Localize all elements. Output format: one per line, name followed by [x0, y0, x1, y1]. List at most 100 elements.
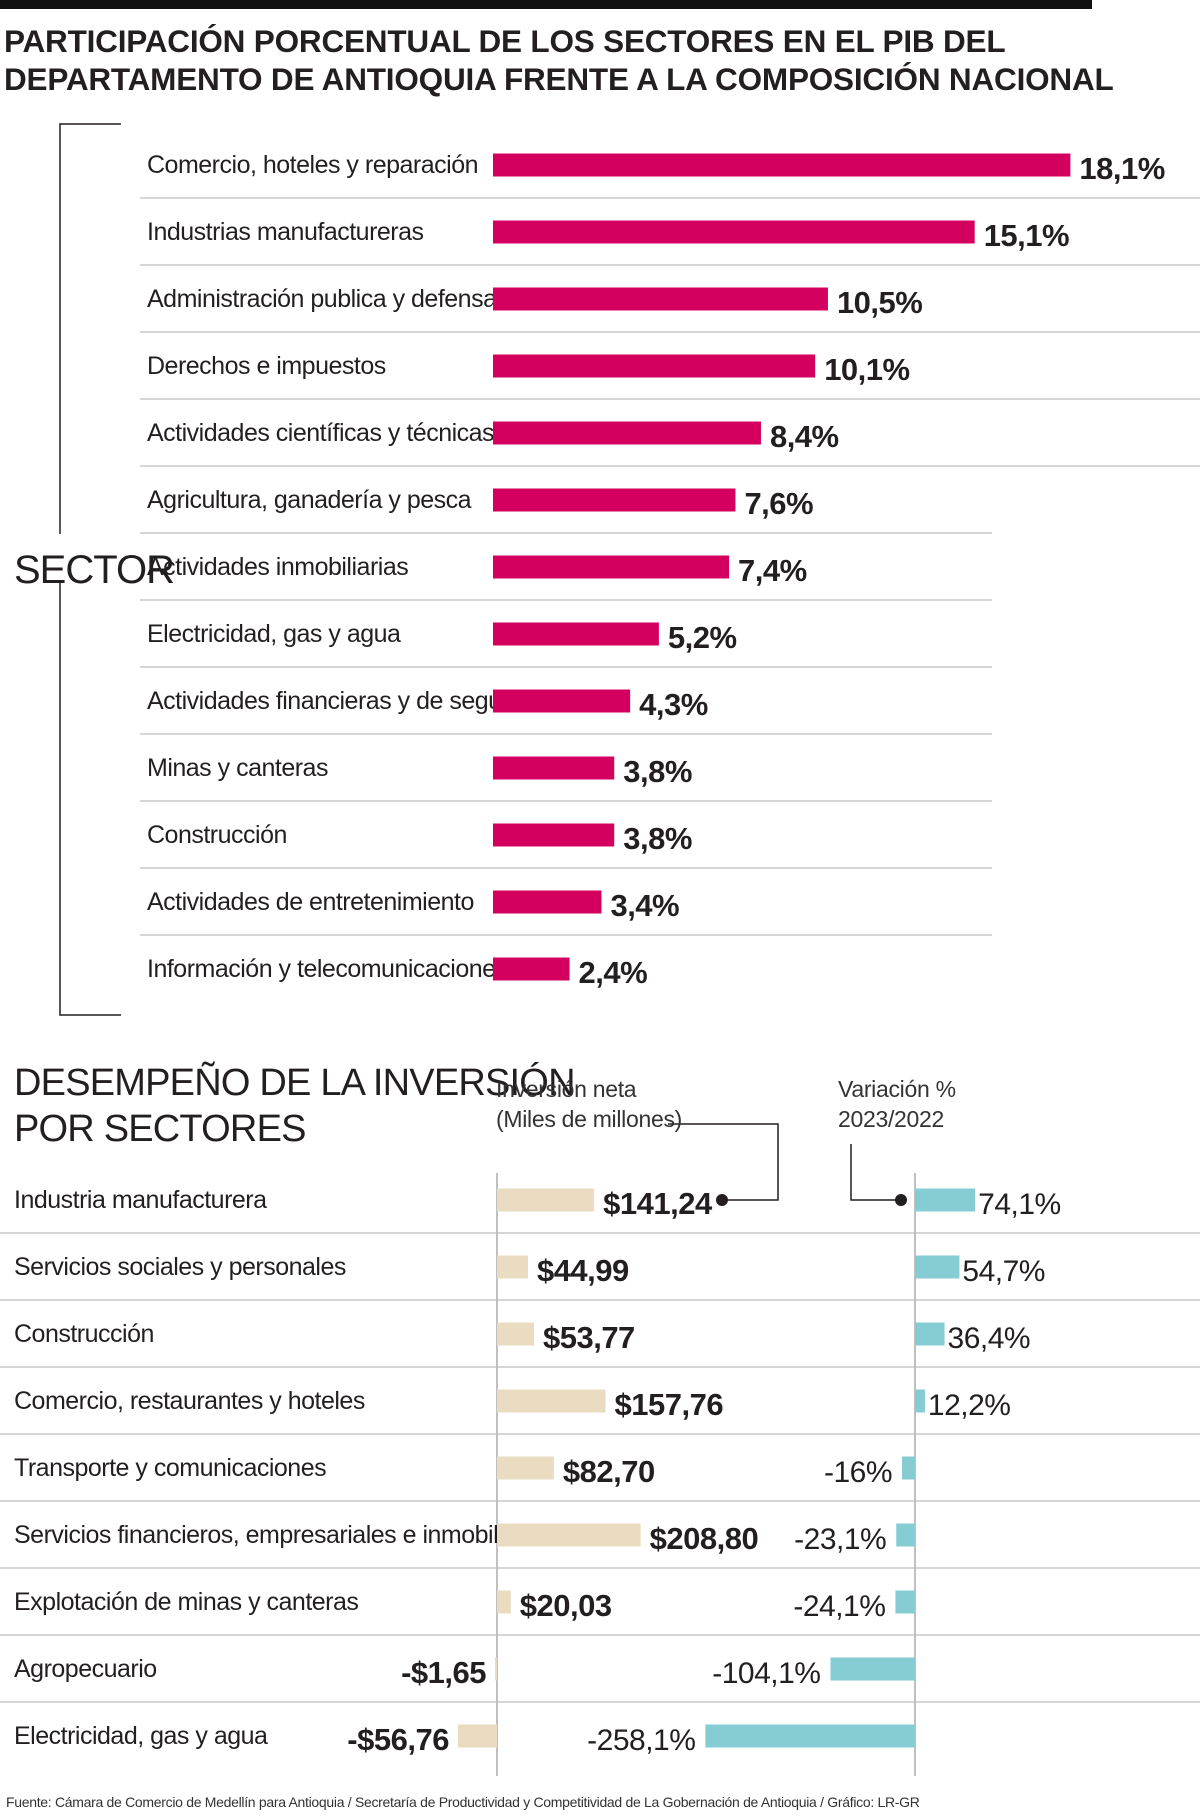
net-investment-bar	[495, 1657, 497, 1681]
pib-bar	[493, 957, 570, 981]
variation-value-label: 74,1%	[978, 1188, 1061, 1221]
variation-value-label: -23,1%	[794, 1523, 886, 1556]
net-investment-bar	[497, 1523, 641, 1547]
pib-value-label: 18,1%	[1079, 151, 1164, 186]
variation-value-label: 54,7%	[962, 1255, 1045, 1288]
pib-value-label: 2,4%	[579, 955, 648, 990]
pib-value-label: 7,6%	[744, 486, 813, 521]
investment-chart: Industria manufacturera $141,24 74,1% Servi…	[0, 1123, 1200, 1776]
variation-value-label: -104,1%	[712, 1657, 820, 1690]
pib-value-label: 5,2%	[668, 620, 737, 655]
investment-category-label: Industria manufacturera	[14, 1186, 267, 1214]
investment-category-label: Agropecuario	[14, 1655, 157, 1683]
net-investment-value-label: -$56,76	[347, 1722, 449, 1757]
net-investment-bar	[457, 1724, 497, 1748]
net-investment-bar	[497, 1188, 595, 1212]
investment-category-label: Electricidad, gas y agua	[14, 1722, 268, 1750]
investment-title-line2: POR SECTORES	[14, 1108, 306, 1150]
pib-category-label: Información y telecomunicaciones	[147, 955, 508, 983]
pib-bar	[493, 823, 615, 847]
pib-bar	[493, 354, 816, 378]
sector-bracket-top	[59, 123, 121, 534]
pib-category-label: Actividades financieras y de seguros	[147, 687, 535, 715]
net-investment-value-label: $208,80	[650, 1521, 759, 1556]
net-investment-bar	[497, 1590, 511, 1614]
net-investment-header-line2: (Miles de millones)	[496, 1106, 683, 1132]
chart-title-line1: PARTICIPACIÓN PORCENTUAL DE LOS SECTORES…	[4, 23, 1006, 59]
variation-bar	[902, 1456, 915, 1480]
pib-value-label: 4,3%	[639, 687, 708, 722]
pib-bar	[493, 287, 828, 311]
pib-bar	[493, 421, 761, 445]
chart-title: PARTICIPACIÓN PORCENTUAL DE LOS SECTORES…	[4, 22, 1154, 98]
investment-category-label: Transporte y comunicaciones	[14, 1454, 326, 1482]
investment-category-label: Servicios sociales y personales	[14, 1253, 346, 1281]
pib-category-label: Administración publica y defensa	[147, 285, 497, 313]
variation-bar	[830, 1657, 915, 1681]
variation-bar	[915, 1255, 960, 1279]
pib-value-label: 3,8%	[623, 821, 692, 856]
pib-bar	[493, 756, 615, 780]
net-investment-bar	[497, 1255, 528, 1279]
pib-category-label: Actividades científicas y técnicas	[147, 419, 494, 447]
variation-header-line2: 2023/2022	[838, 1106, 945, 1132]
pib-bar	[493, 622, 659, 646]
top-rule	[0, 0, 1092, 9]
pib-value-label: 10,1%	[824, 352, 909, 387]
variation-bar	[896, 1523, 915, 1547]
sector-bracket	[59, 123, 121, 1016]
pib-value-label: 15,1%	[984, 218, 1069, 253]
variation-value-label: 12,2%	[928, 1389, 1011, 1422]
pib-bar	[493, 555, 730, 579]
investment-category-label: Explotación de minas y canteras	[14, 1588, 358, 1616]
variation-bar	[915, 1322, 945, 1346]
sector-axis-label: SECTOR	[14, 548, 175, 592]
pib-bar	[493, 153, 1071, 177]
net-investment-value-label: $82,70	[563, 1454, 655, 1489]
net-investment-bar	[497, 1456, 554, 1480]
net-investment-bar	[497, 1389, 606, 1413]
investment-category-label: Construcción	[14, 1320, 154, 1348]
variation-header: Variación % 2023/2022	[838, 1074, 956, 1134]
pib-category-label: Comercio, hoteles y reparación	[147, 151, 478, 179]
net-header-connector	[668, 1123, 779, 1201]
variation-header-connector	[850, 1144, 901, 1201]
variation-value-label: -16%	[824, 1456, 892, 1489]
pib-value-label: 3,4%	[610, 888, 679, 923]
net-investment-value-label: $53,77	[543, 1320, 635, 1355]
pib-category-label: Construcción	[147, 821, 287, 849]
net-investment-value-label: $157,76	[615, 1387, 724, 1422]
net-investment-value-label: -$1,65	[401, 1655, 486, 1690]
net-investment-value-label: $141,24	[603, 1186, 713, 1221]
pib-bar-chart: Comercio, hoteles y reparación 18,1% Indus…	[140, 151, 1200, 990]
pib-value-label: 10,5%	[837, 285, 922, 320]
net-investment-value-label: $20,03	[520, 1588, 612, 1623]
pib-bar	[493, 890, 602, 914]
investment-title-line1: DESEMPEÑO DE LA INVERSIÓN	[14, 1062, 576, 1104]
investment-title: DESEMPEÑO DE LA INVERSIÓN POR SECTORES	[14, 1060, 576, 1152]
chart-title-line2: DEPARTAMENTO DE ANTIOQUIA FRENTE A LA CO…	[4, 61, 1114, 97]
investment-category-label: Servicios financieros, empresariales e i…	[14, 1521, 555, 1549]
pib-value-label: 3,8%	[623, 754, 692, 789]
net-connector-dot	[716, 1194, 728, 1206]
pib-bar	[493, 220, 975, 244]
pib-bar	[493, 689, 631, 713]
variation-bar	[915, 1188, 976, 1212]
pib-value-label: 8,4%	[770, 419, 839, 454]
pib-category-label: Industrias manufactureras	[147, 218, 424, 246]
variation-value-label: 36,4%	[948, 1322, 1031, 1355]
variation-connector-dot	[895, 1194, 907, 1206]
net-investment-header: Inversión neta (Miles de millones)	[496, 1074, 682, 1134]
sector-bracket-bottom	[59, 580, 121, 1016]
net-investment-bar	[497, 1322, 534, 1346]
variation-bar	[705, 1724, 915, 1748]
net-investment-header-line1: Inversión neta	[496, 1076, 637, 1102]
variation-header-line1: Variación %	[838, 1076, 956, 1102]
net-investment-value-label: $44,99	[537, 1253, 629, 1288]
pib-category-label: Derechos e impuestos	[147, 352, 386, 380]
variation-value-label: -24,1%	[793, 1590, 885, 1623]
variation-value-label: -258,1%	[587, 1724, 695, 1757]
pib-value-label: 7,4%	[738, 553, 807, 588]
pib-category-label: Electricidad, gas y agua	[147, 620, 401, 648]
